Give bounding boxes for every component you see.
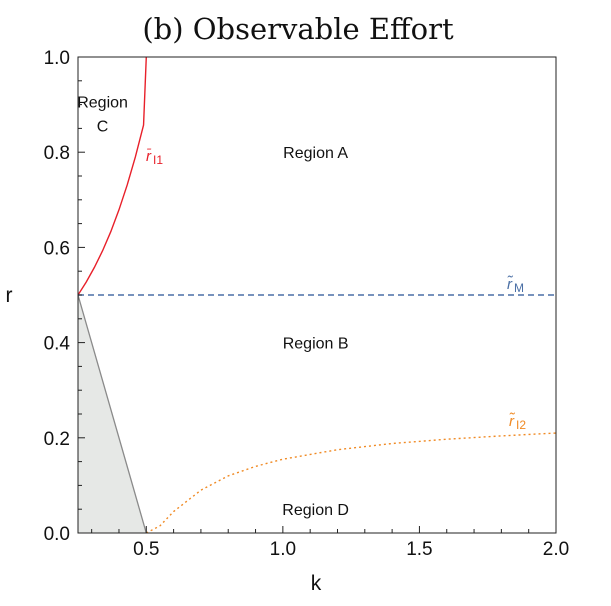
x-tick-label: 0.5 [133,539,159,560]
r-tilde-i2-curve [145,432,556,533]
y-tick-label: 0.6 [44,238,70,259]
axes: 0.5 1.0 1.5 2.0 0.0 0.2 0.4 0.6 0.8 1.0 [44,48,570,560]
y-tick-label: 0.2 [44,429,70,450]
r-tilde-m-label-main: r̃ [507,276,514,293]
x-tick-label: 1.0 [270,539,296,560]
y-tick-label: 1.0 [44,48,70,69]
r-tilde-i2-label-main: r̃ [509,413,516,430]
region-label-c-line1: Region [77,94,128,111]
r-tilde-m-label: r̃ M [507,276,524,295]
region-label-c: Region C [77,94,128,135]
plot-inner [78,57,556,533]
shaded-region-edge [78,294,147,533]
r-bar-i1-curve [78,57,147,296]
x-tick-label: 1.5 [406,539,432,560]
r-bar-i1-label-main: r̄ [146,148,152,165]
r-bar-i1-label: r̄ I1 [146,148,163,167]
r-tilde-m-label-subscript: M [514,281,524,295]
r-bar-i1-label-subscript: I1 [153,153,163,167]
region-label-a: Region A [283,145,348,162]
y-axis-label: r [6,284,13,307]
x-axis-label: k [311,572,322,595]
region-label-d: Region D [282,502,349,519]
region-label-c-line2: C [97,118,109,135]
region-label-b: Region B [283,336,349,353]
r-tilde-i2-label-subscript: I2 [516,418,526,432]
y-tick-label: 0.0 [44,524,70,545]
r-tilde-i2-label: r̃ I2 [509,413,527,432]
y-tick-label: 0.4 [44,334,71,355]
chart-title: (b) Observable Effort [142,12,454,46]
x-tick-label: 2.0 [543,539,569,560]
y-tick-label: 0.8 [44,143,70,164]
